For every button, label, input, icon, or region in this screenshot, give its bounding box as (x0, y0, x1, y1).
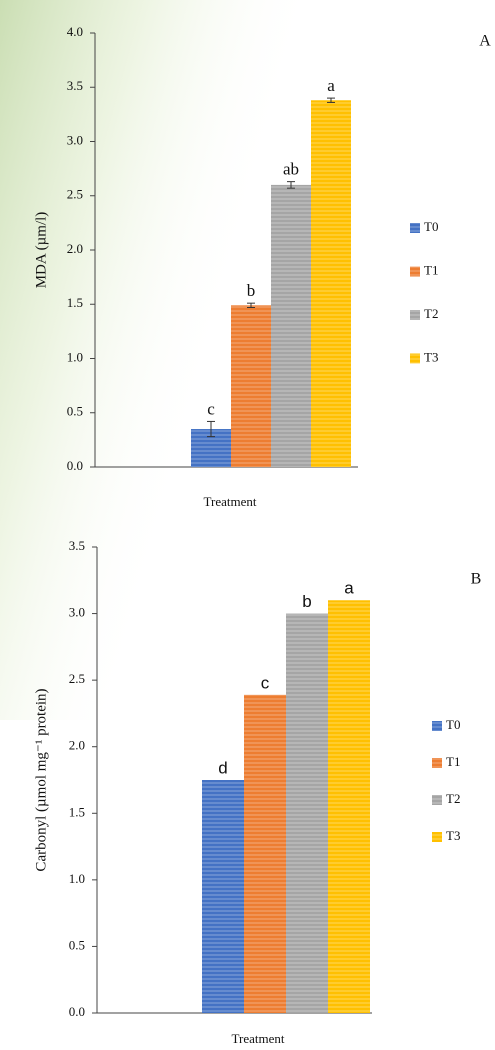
significance-letter: ab (283, 160, 299, 179)
y-tick-label: 1.5 (67, 295, 83, 310)
significance-letter: c (261, 673, 270, 692)
legend-label: T3 (446, 828, 460, 843)
y-tick-label: 0.0 (67, 458, 83, 473)
y-tick-label: 4.0 (67, 24, 83, 39)
x-axis-label: Treatment (232, 1031, 285, 1046)
legend-label: T1 (424, 262, 438, 277)
y-tick-label: 2.5 (69, 671, 85, 686)
y-tick-label: 3.5 (69, 538, 85, 553)
legend-swatch (432, 795, 442, 805)
y-tick-label: 0.5 (67, 404, 83, 419)
bar (244, 695, 286, 1013)
significance-letter: a (327, 76, 335, 95)
figure: 0.00.51.01.52.02.53.03.54.0cT0bT1abT2aT3… (0, 0, 495, 1050)
significance-letter: b (302, 592, 311, 611)
panel-label: B (471, 571, 482, 588)
y-tick-label: 3.0 (67, 132, 83, 147)
legend-label: T0 (446, 717, 460, 732)
y-tick-label: 2.5 (67, 187, 83, 202)
x-axis-label: Treatment (204, 494, 257, 509)
significance-letter: b (247, 281, 256, 300)
legend-swatch (432, 832, 442, 842)
bar (311, 100, 351, 467)
legend-label: T0 (424, 219, 438, 234)
legend-label: T1 (446, 754, 460, 769)
significance-letter: c (207, 399, 215, 418)
y-tick-label: 0.5 (69, 937, 85, 952)
y-tick-label: 2.0 (67, 241, 83, 256)
legend-swatch (410, 310, 420, 320)
significance-letter: a (344, 579, 354, 598)
legend-swatch (410, 223, 420, 233)
page: 0.00.51.01.52.02.53.03.54.0cT0bT1abT2aT3… (0, 0, 495, 1050)
y-axis-label: Carbonyl (µmol mg⁻¹ protein) (33, 688, 49, 871)
y-tick-label: 1.0 (69, 871, 85, 886)
y-tick-label: 1.0 (67, 349, 83, 364)
bar (271, 185, 311, 467)
legend-label: T3 (424, 349, 438, 364)
y-axis-label: MDA (µm/l) (33, 212, 49, 289)
legend-swatch (410, 354, 420, 364)
panel-label: A (479, 33, 491, 50)
significance-letter: d (218, 758, 227, 777)
legend-swatch (432, 721, 442, 731)
legend-label: T2 (424, 306, 438, 321)
y-tick-label: 3.5 (67, 78, 83, 93)
legend-label: T2 (446, 791, 460, 806)
y-tick-label: 0.0 (69, 1004, 85, 1019)
y-tick-label: 1.5 (69, 804, 85, 819)
legend-swatch (432, 758, 442, 768)
bar (231, 305, 271, 467)
bar (328, 600, 370, 1013)
legend-swatch (410, 267, 420, 277)
bar (286, 614, 328, 1013)
y-tick-label: 3.0 (69, 605, 85, 620)
bar (202, 780, 244, 1013)
y-tick-label: 2.0 (69, 738, 85, 753)
